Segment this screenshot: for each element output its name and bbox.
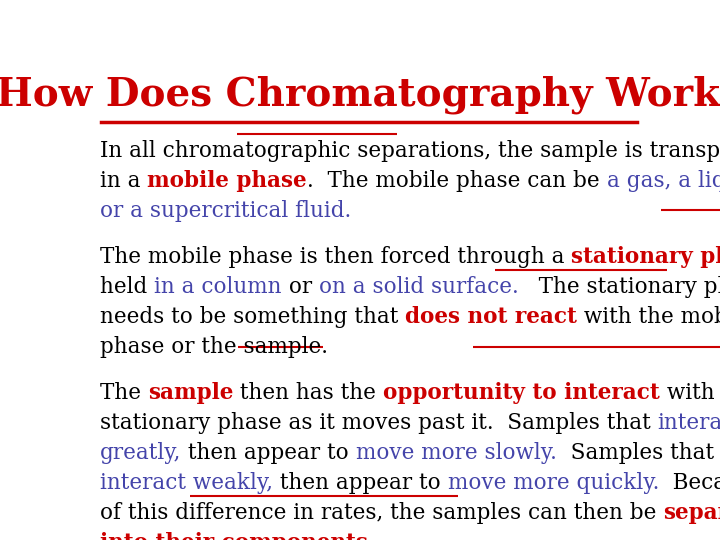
Text: In all chromatographic separations, the sample is transported: In all chromatographic separations, the … [100,140,720,161]
Text: The: The [100,382,148,404]
Text: in a: in a [100,170,148,192]
Text: in a column: in a column [154,276,282,298]
Text: of this difference in rates, the samples can then be: of this difference in rates, the samples… [100,502,663,524]
Text: stationary phase: stationary phase [572,246,720,268]
Text: interact weakly,: interact weakly, [100,472,273,494]
Text: move more slowly.: move more slowly. [356,442,557,464]
Text: interact: interact [657,413,720,434]
Text: on a solid surface.: on a solid surface. [319,276,518,298]
Text: then has the: then has the [233,382,383,404]
Text: then appear to: then appear to [273,472,448,494]
Text: move more quickly.: move more quickly. [448,472,659,494]
Text: or: or [282,276,319,298]
Text: How Does Chromatography Work?: How Does Chromatography Work? [0,75,720,114]
Text: .  The mobile phase can be: . The mobile phase can be [307,170,606,192]
Text: a gas, a liquid,: a gas, a liquid, [606,170,720,192]
Text: mobile phase: mobile phase [148,170,307,192]
Text: The stationary phase: The stationary phase [518,276,720,298]
Text: held: held [100,276,154,298]
Text: opportunity to interact: opportunity to interact [383,382,660,404]
Text: needs to be something that: needs to be something that [100,306,405,328]
Text: Samples that: Samples that [557,442,714,464]
Text: with the: with the [660,382,720,404]
Text: .: . [368,532,374,540]
Text: does not react: does not react [405,306,577,328]
Text: stationary phase as it moves past it.  Samples that: stationary phase as it moves past it. Sa… [100,413,657,434]
Text: Because: Because [659,472,720,494]
Text: sample: sample [148,382,233,404]
Text: then appear to: then appear to [181,442,356,464]
Text: into their components: into their components [100,532,368,540]
Text: phase or the sample.: phase or the sample. [100,336,328,358]
Text: The mobile phase is then forced through a: The mobile phase is then forced through … [100,246,572,268]
Text: or a supercritical fluid.: or a supercritical fluid. [100,199,351,221]
Text: separated: separated [663,502,720,524]
Text: greatly,: greatly, [100,442,181,464]
Text: with the mobile: with the mobile [577,306,720,328]
